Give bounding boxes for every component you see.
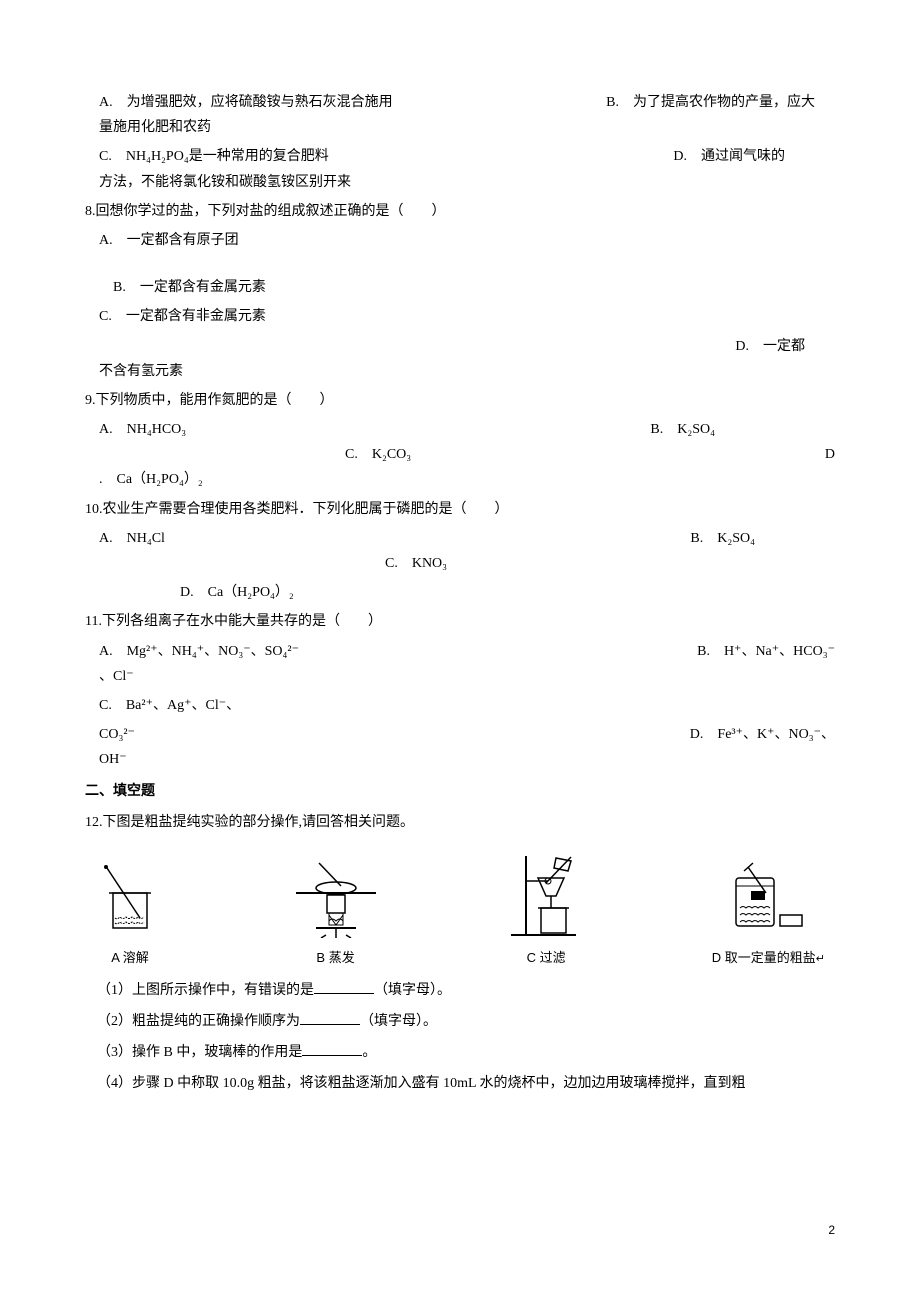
figure-c-label: C 过滤 (527, 946, 566, 969)
q11-cont2: CO₃²⁻ (99, 722, 135, 747)
section-2-header: 二、填空题 (85, 779, 835, 804)
blank-2 (300, 1011, 360, 1025)
q7-option-a: A. 为增强肥效，应将硫酸铵与熟石灰混合施用 (99, 90, 393, 115)
page-number: 2 (828, 1220, 835, 1242)
q7-option-c: C. NH₄H₂PO₄是一种常用的复合肥料 (99, 144, 329, 169)
q9-row-ab: A. NH₄HCO₃ B. K₂SO₄ (85, 417, 835, 442)
q8-row-d: D. 一定都 (85, 334, 835, 359)
q12-p3: （3）操作 B 中，玻璃棒的作用是。 (97, 1040, 835, 1065)
q10-option-d: D. Ca（H₂PO₄）₂ (85, 580, 835, 605)
figure-c-img (506, 853, 586, 938)
q7-option-b-prefix: B. 为了提高农作物的产量，应大 (606, 90, 835, 115)
q9-option-d-rest: . Ca（H₂PO₄）₂ (85, 467, 835, 492)
q8-stem: 8.回想你学过的盐，下列对盐的组成叙述正确的是（ ） (85, 199, 835, 224)
figure-d-img (718, 853, 818, 938)
q7-cont2: 方法，不能将氯化铵和碳酸氢铵区别开来 (85, 170, 835, 195)
blank-1 (314, 980, 374, 994)
q9-option-c: C. K₂CO₃ (85, 442, 411, 467)
figure-a-img (95, 853, 165, 938)
q9-stem: 9.下列物质中，能用作氮肥的是（ ） (85, 388, 835, 413)
spacer (85, 257, 835, 271)
q8-option-d-prefix: D. 一定都 (735, 334, 835, 359)
figure-a: A 溶解 (95, 853, 165, 970)
q9-option-a: A. NH₄HCO₃ (99, 417, 186, 442)
q8-option-a: A. 一定都含有原子团 (85, 228, 835, 253)
q11-row-ab: A. Mg²⁺、NH₄⁺、NO₃⁻、SO₄²⁻ B. H⁺、Na⁺、HCO₃⁻ (85, 639, 835, 664)
q11-option-d: D. Fe³⁺、K⁺、NO₃⁻、 (690, 722, 835, 747)
figure-b-label: B 蒸发 (316, 946, 354, 969)
figure-a-label: A 溶解 (111, 946, 149, 969)
q10-option-b: B. K₂SO₄ (690, 526, 835, 551)
q11-cont3: OH⁻ (85, 747, 835, 772)
q10-stem: 10.农业生产需要合理使用各类肥料．下列化肥属于磷肥的是（ ） (85, 497, 835, 522)
figure-d: D 取一定量的粗盐↵ (712, 853, 825, 970)
q11-stem: 11.下列各组离子在水中能大量共存的是（ ） (85, 609, 835, 634)
q11-cont1: 、Cl⁻ (85, 664, 835, 689)
figure-c: C 过滤 (506, 853, 586, 970)
blank-3 (302, 1042, 362, 1056)
q12-p4: （4）步骤 D 中称取 10.0g 粗盐，将该粗盐逐渐加入盛有 10mL 水的烧… (97, 1071, 835, 1096)
figure-d-label: D 取一定量的粗盐↵ (712, 946, 825, 970)
figure-b-img (291, 853, 381, 938)
q7-row-ab: A. 为增强肥效，应将硫酸铵与熟石灰混合施用 B. 为了提高农作物的产量，应大 (85, 90, 835, 115)
q8-option-b: B. 一定都含有金属元素 (85, 275, 835, 300)
q9-option-b: B. K₂SO₄ (650, 417, 835, 442)
q7-option-d-prefix: D. 通过闻气味的 (673, 144, 835, 169)
q11-option-c: C. Ba²⁺、Ag⁺、Cl⁻、 (85, 693, 835, 718)
q9-row-cd: C. K₂CO₃ D (85, 442, 835, 467)
q12-figures: A 溶解 B 蒸发 (85, 853, 835, 970)
q7-cont1: 量施用化肥和农药 (85, 115, 835, 140)
q12-stem: 12.下图是粗盐提纯实验的部分操作,请回答相关问题。 (85, 810, 835, 835)
q8-cont: 不含有氢元素 (85, 359, 835, 384)
q12-subquestions: （1）上图所示操作中，有错误的是（填字母）。 （2）粗盐提纯的正确操作顺序为（填… (85, 978, 835, 1097)
q7-row-cd: C. NH₄H₂PO₄是一种常用的复合肥料 D. 通过闻气味的 (85, 144, 835, 169)
figure-b: B 蒸发 (291, 853, 381, 970)
q11-option-a: A. Mg²⁺、NH₄⁺、NO₃⁻、SO₄²⁻ (99, 639, 299, 664)
q10-option-a: A. NH₄Cl (99, 526, 165, 551)
q10-option-c: C. KNO₃ (85, 551, 835, 576)
q10-row-ab: A. NH₄Cl B. K₂SO₄ (85, 526, 835, 551)
q11-option-b: B. H⁺、Na⁺、HCO₃⁻ (697, 639, 835, 664)
q12-p2: （2）粗盐提纯的正确操作顺序为（填字母）。 (97, 1009, 835, 1034)
q12-p1: （1）上图所示操作中，有错误的是（填字母）。 (97, 978, 835, 1003)
q11-row-d: CO₃²⁻ D. Fe³⁺、K⁺、NO₃⁻、 (85, 722, 835, 747)
q8-option-c: C. 一定都含有非金属元素 (85, 304, 835, 329)
q9-option-d-marker: D (825, 442, 835, 467)
